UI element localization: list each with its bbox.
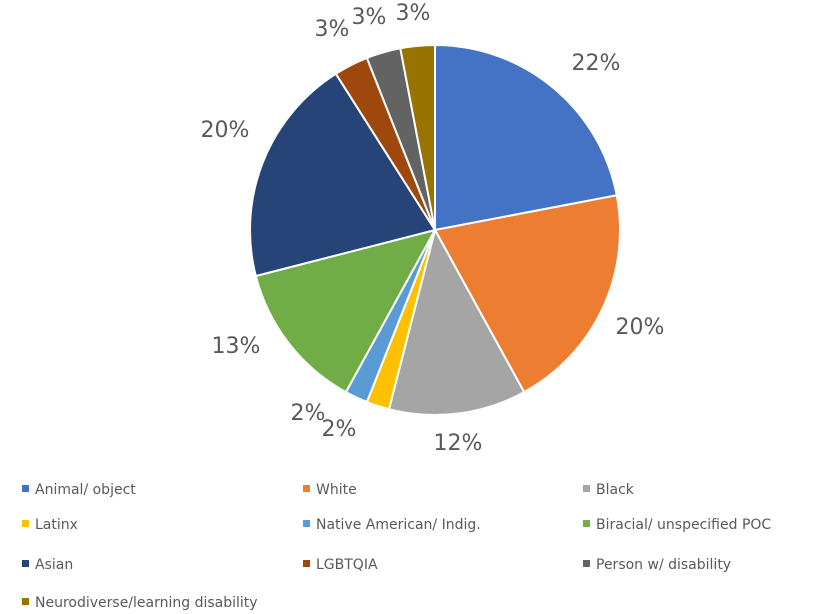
legend-item: White [303, 481, 357, 499]
legend-label: LGBTQIA [316, 557, 378, 573]
pie-slice [399, 43, 436, 231]
slice-data-label: 2% [291, 401, 326, 426]
legend-label: Native American/ Indig. [316, 517, 481, 533]
legend-label: Neurodiverse/learning disability [35, 595, 258, 611]
legend-item: Black [583, 481, 634, 499]
legend-swatch [22, 520, 29, 527]
legend-swatch [303, 560, 310, 567]
legend-swatch [583, 485, 590, 492]
legend-label: Black [596, 482, 634, 498]
pie-slice [387, 227, 526, 416]
pie-data-labels: 22%20%12%2%2%13%20%3% 3% 3% [201, 1, 665, 456]
legend-label: Animal/ object [35, 482, 136, 498]
slice-data-label: 3% [315, 17, 350, 42]
legend-label: Person w/ disability [596, 557, 732, 573]
legend-item: Person w/ disability [583, 556, 731, 574]
legend-label: Asian [35, 557, 74, 573]
legend-label: Biracial/ unspecified POC [596, 517, 772, 533]
legend-swatch [22, 598, 29, 605]
legend-item: Native American/ Indig. [303, 516, 481, 534]
legend-label: White [316, 482, 357, 498]
legend-item: Animal/ object [22, 481, 136, 499]
slice-data-label: 20% [201, 118, 250, 143]
legend-item: Asian [22, 556, 73, 574]
chart-legend: Animal/ object White Black Latinx Native Ame… [0, 470, 813, 614]
slice-data-label: 22% [572, 51, 621, 76]
legend-item: Biracial/ unspecified POC [583, 516, 771, 534]
legend-label: Latinx [35, 517, 78, 533]
legend-item: LGBTQIA [303, 556, 378, 574]
slice-data-label: 13% [212, 334, 261, 359]
slice-data-label: 20% [616, 315, 665, 340]
pie-slices [249, 43, 621, 416]
slice-data-label: 3% [396, 1, 431, 26]
legend-swatch [22, 560, 29, 567]
pie-chart: 22%20%12%2%2%13%20%3% 3% 3% [201, 1, 665, 456]
legend-item: Neurodiverse/learning disability [22, 594, 258, 612]
legend-swatch [22, 485, 29, 492]
pie-slice [434, 43, 618, 232]
legend-swatch [583, 560, 590, 567]
slice-data-label: 2% [322, 417, 357, 442]
legend-item: Latinx [22, 516, 78, 534]
pie-slice [433, 194, 621, 394]
legend-swatch [583, 520, 590, 527]
slice-data-label: 3% [352, 5, 387, 30]
legend-swatch [303, 520, 310, 527]
legend-swatch [303, 485, 310, 492]
pie-slice [249, 72, 437, 278]
pie-slice [254, 228, 437, 394]
slice-data-label: 12% [434, 431, 483, 456]
